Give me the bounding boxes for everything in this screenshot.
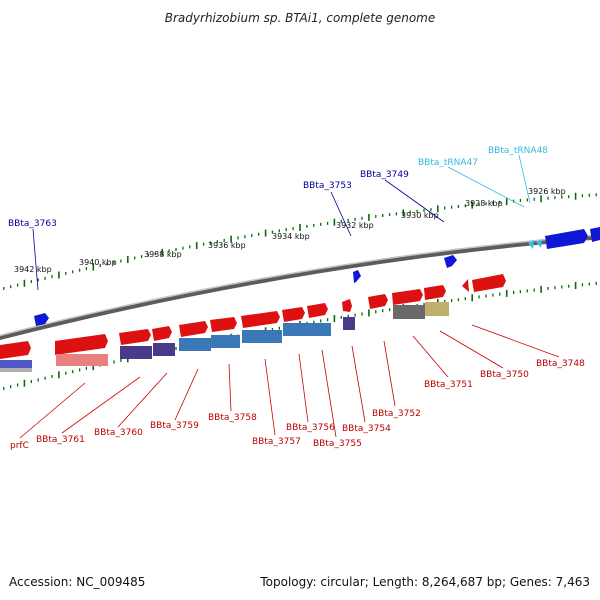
- gene-bbta3755-arrow[interactable]: [282, 307, 305, 322]
- kbp-label-3934: 3934 kbp: [272, 232, 310, 241]
- leader-bbta3748: [471, 324, 560, 358]
- leader-bbta3761: [61, 376, 141, 434]
- gene-bbta3758-arrow[interactable]: [179, 321, 208, 337]
- label-trna47[interactable]: BBta_tRNA47: [418, 158, 478, 168]
- gene-bbta3757-arrow[interactable]: [210, 317, 237, 332]
- leader-bbta3757: [264, 358, 276, 436]
- gene-bbta3760-bar: [120, 346, 152, 359]
- label-bbta3755[interactable]: BBta_3755: [313, 439, 362, 449]
- gene-edge-blue-arrow[interactable]: [590, 227, 600, 242]
- reverse-strand-genes: [34, 227, 600, 326]
- gene-bbta3756-arrow[interactable]: [241, 311, 280, 328]
- kbp-label-3942: 3942 kbp: [14, 265, 52, 274]
- label-bbta3761[interactable]: BBta_3761: [36, 435, 85, 445]
- leader-bbta3750: [439, 330, 504, 369]
- gene-bbta3754-arrow[interactable]: [307, 303, 328, 318]
- leader-bbta3755: [321, 349, 337, 438]
- leader-bbta3760: [117, 372, 168, 428]
- label-bbta3752[interactable]: BBta_3752: [372, 409, 421, 419]
- label-bbta3759[interactable]: BBta_3759: [150, 421, 199, 431]
- gene-bbta3753-arrow[interactable]: [353, 270, 361, 283]
- leader-bbta3758: [228, 363, 232, 412]
- gene-bbta3757-bar: [211, 335, 240, 348]
- gene-bbta3751-bar: [393, 305, 425, 319]
- gene-bbta3748-arrow[interactable]: [472, 274, 506, 292]
- gene-bbta3763-arrow[interactable]: [34, 313, 49, 326]
- gene-bbta3753-bar: [343, 317, 355, 330]
- label-bbta3758[interactable]: BBta_3758: [208, 413, 257, 423]
- leader-trna48: [518, 154, 531, 204]
- gene-bbta3753-forward-arrow[interactable]: [342, 299, 352, 312]
- leader-bbta3763: [32, 228, 39, 291]
- label-bbta3756[interactable]: BBta_3756: [286, 423, 335, 433]
- leader-trna47: [447, 166, 525, 208]
- accession-text: Accession: NC_009485: [9, 575, 145, 589]
- gene-bbta3759-arrow[interactable]: [152, 326, 172, 341]
- label-bbta3763[interactable]: BBta_3763: [8, 219, 57, 229]
- forward-strand-genes: [0, 274, 506, 372]
- gene-bbta3760-arrow[interactable]: [119, 329, 151, 345]
- label-bbta3757[interactable]: BBta_3757: [252, 437, 301, 447]
- gene-bbta3755-bar: [283, 323, 331, 336]
- leader-bbta3754: [351, 345, 366, 423]
- leader-bbta3751: [412, 335, 449, 378]
- kbp-label-3940: 3940 kbp: [79, 258, 117, 267]
- label-prfc[interactable]: prfC: [10, 441, 29, 451]
- kbp-label-3926: 3926 kbp: [528, 187, 566, 196]
- leader-bbta3753: [330, 191, 352, 237]
- gene-bbta3750-bar: [425, 302, 449, 316]
- gene-prfc-grey-bar: [0, 368, 32, 372]
- label-bbta3754[interactable]: BBta_3754: [342, 424, 391, 434]
- scale-ticks-outer: [3, 192, 597, 290]
- label-leader-lines: [19, 154, 560, 439]
- label-bbta3748[interactable]: BBta_3748: [536, 359, 585, 369]
- gene-bbta3761-arrow[interactable]: [55, 334, 108, 355]
- label-trna48[interactable]: BBta_tRNA48: [488, 146, 548, 156]
- label-bbta3753[interactable]: BBta_3753: [303, 181, 352, 191]
- genome-backbone-highlight: [0, 234, 600, 337]
- leader-bbta3759: [174, 368, 199, 421]
- kbp-label-3928: 3928 kbp: [465, 199, 503, 208]
- genome-backbone: [0, 234, 600, 341]
- label-bbta3750[interactable]: BBta_3750: [480, 370, 529, 380]
- kbp-label-3936: 3936 kbp: [208, 241, 246, 250]
- gene-small-red-arrow[interactable]: [462, 279, 469, 292]
- gene-bbta3748-region-arrow[interactable]: [545, 229, 588, 249]
- gene-bbta3749-arrow[interactable]: [444, 255, 457, 268]
- gene-bbta3750-arrow[interactable]: [424, 285, 446, 300]
- top-gene-labels: BBta_3763 BBta_3753 BBta_3749 BBta_tRNA4…: [8, 146, 548, 229]
- label-bbta3749[interactable]: BBta_3749: [360, 170, 409, 180]
- label-bbta3760[interactable]: BBta_3760: [94, 428, 143, 438]
- kbp-label-3938: 3938 kbp: [144, 250, 182, 259]
- kbp-label-3932: 3932 kbp: [336, 221, 374, 230]
- gene-bbta3758-bar: [179, 338, 211, 351]
- gene-trna47-arrow[interactable]: [528, 240, 534, 249]
- gene-bbta3759-bar: [153, 343, 175, 356]
- bottom-gene-labels: prfC BBta_3761 BBta_3760 BBta_3759 BBta_…: [10, 359, 585, 451]
- gene-prfc-arrow[interactable]: [0, 341, 31, 359]
- leader-bbta3749: [384, 179, 445, 223]
- leader-bbta3756: [298, 353, 309, 423]
- leader-prfc: [19, 382, 86, 439]
- genome-summary-text: Topology: circular; Length: 8,264,687 bp…: [259, 575, 590, 589]
- gene-bbta3751-arrow[interactable]: [392, 289, 423, 305]
- gene-bbta3752-arrow[interactable]: [368, 294, 388, 309]
- gene-trna48-arrow[interactable]: [536, 239, 542, 248]
- gene-prfc-blue-bar: [0, 360, 32, 368]
- gene-bbta3761-bar: [56, 354, 108, 366]
- gene-bbta3756-bar: [242, 330, 282, 343]
- leader-bbta3752: [383, 340, 396, 407]
- map-title: Bradyrhizobium sp. BTAi1, complete genom…: [165, 11, 435, 25]
- label-bbta3751[interactable]: BBta_3751: [424, 380, 473, 390]
- kbp-label-3930: 3930 kbp: [401, 211, 439, 220]
